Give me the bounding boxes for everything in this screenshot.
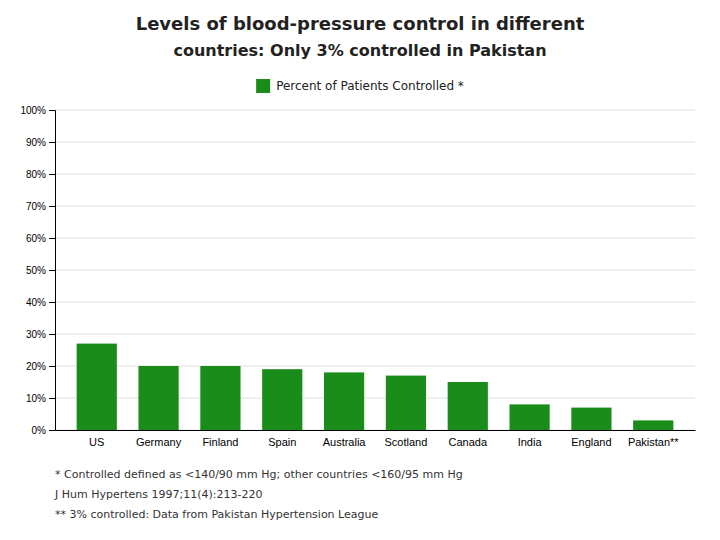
- y-tick: 50%: [26, 265, 55, 276]
- y-tick-label: 100%: [20, 105, 46, 116]
- x-tick-label: India: [518, 436, 543, 448]
- y-tick: 80%: [26, 169, 55, 180]
- x-tick: US: [89, 430, 104, 448]
- x-tick: Germany: [136, 430, 182, 448]
- y-tick-mark: [49, 238, 55, 239]
- y-tick-mark: [49, 142, 55, 143]
- subtitle: countries: Only 3% controlled in Pakista…: [173, 41, 546, 60]
- y-tick: 90%: [26, 137, 55, 148]
- y-tick-mark: [49, 398, 55, 399]
- footnote: ** 3% controlled: Data from Pakistan Hyp…: [55, 508, 378, 521]
- x-tick: Finland: [202, 430, 238, 448]
- y-tick-label: 70%: [26, 201, 46, 212]
- legend-label: Percent of Patients Controlled *: [276, 79, 464, 93]
- bar: [509, 404, 549, 430]
- x-tick-label: Scotland: [385, 436, 428, 448]
- x-tick-label: Pakistan**: [628, 436, 679, 448]
- bar: [138, 366, 178, 430]
- x-tick-label: England: [571, 436, 611, 448]
- x-tick: India: [518, 430, 543, 448]
- x-tick-label: Spain: [268, 436, 296, 448]
- x-tick: Scotland: [385, 430, 428, 448]
- bar: [633, 420, 673, 430]
- y-tick-mark: [49, 270, 55, 271]
- bar: [77, 344, 117, 430]
- y-tick-label: 90%: [26, 137, 46, 148]
- bar: [448, 382, 488, 430]
- y-tick-label: 30%: [26, 329, 46, 340]
- y-tick-label: 0%: [32, 425, 47, 436]
- y-tick: 0%: [32, 425, 55, 436]
- grid: [55, 110, 695, 430]
- y-tick-mark: [49, 110, 55, 111]
- y-tick-label: 20%: [26, 361, 46, 372]
- bar: [262, 369, 302, 430]
- grid-line: [55, 174, 695, 175]
- y-tick: 40%: [26, 297, 55, 308]
- legend: Percent of Patients Controlled *: [256, 79, 464, 93]
- x-tick-label: Germany: [136, 436, 182, 448]
- grid-line: [55, 110, 695, 111]
- x-tick: Pakistan**: [628, 430, 679, 448]
- y-tick: 70%: [26, 201, 55, 212]
- legend-item: Percent of Patients Controlled *: [256, 79, 464, 93]
- x-tick-label: Canada: [448, 436, 487, 448]
- y-tick-mark: [49, 206, 55, 207]
- y-tick-mark: [49, 334, 55, 335]
- grid-line: [55, 334, 695, 335]
- title: Levels of blood-pressure control in diff…: [136, 13, 585, 34]
- plot: 0% 10% 20% 30% 40% 50% 60% 70% 80% 90% 100% US Germa…: [20, 105, 695, 448]
- grid-line: [55, 206, 695, 207]
- x-tick: Australia: [323, 430, 367, 448]
- grid-line: [55, 302, 695, 303]
- grid-line: [55, 238, 695, 239]
- bar: [200, 366, 240, 430]
- y-tick: 30%: [26, 329, 55, 340]
- y-tick-mark: [49, 430, 55, 431]
- y-tick-mark: [49, 366, 55, 367]
- grid-line: [55, 142, 695, 143]
- y-axis: 0% 10% 20% 30% 40% 50% 60% 70% 80% 90% 100%: [20, 105, 55, 436]
- footnote: * Controlled defined as <140/90 mm Hg; o…: [55, 468, 463, 481]
- y-tick-label: 40%: [26, 297, 46, 308]
- bar: [324, 372, 364, 430]
- y-tick: 20%: [26, 361, 55, 372]
- bars: [77, 344, 674, 430]
- y-tick: 100%: [20, 105, 55, 116]
- x-tick-label: Finland: [202, 436, 238, 448]
- bar: [571, 408, 611, 430]
- x-tick: Canada: [448, 430, 487, 448]
- y-tick-label: 10%: [26, 393, 46, 404]
- y-tick-label: 50%: [26, 265, 46, 276]
- x-tick-label: US: [89, 436, 104, 448]
- x-axis: US Germany Finland Spain Australia Scotland Ca…: [56, 430, 696, 448]
- y-tick-mark: [49, 302, 55, 303]
- y-tick: 10%: [26, 393, 55, 404]
- grid-line: [55, 270, 695, 271]
- y-tick-label: 80%: [26, 169, 46, 180]
- x-axis-line: [56, 430, 696, 431]
- y-axis-line: [49, 111, 56, 431]
- y-tick-mark: [49, 174, 55, 175]
- footnote: J Hum Hypertens 1997;11(4):213-220: [54, 488, 262, 501]
- legend-swatch: [256, 79, 270, 93]
- chart: Levels of blood-pressure control in diff…: [0, 0, 720, 540]
- y-tick-label: 60%: [26, 233, 46, 244]
- x-tick-label: Australia: [323, 436, 367, 448]
- y-tick: 60%: [26, 233, 55, 244]
- x-tick: England: [571, 430, 611, 448]
- bar: [386, 376, 426, 430]
- x-tick: Spain: [268, 430, 296, 448]
